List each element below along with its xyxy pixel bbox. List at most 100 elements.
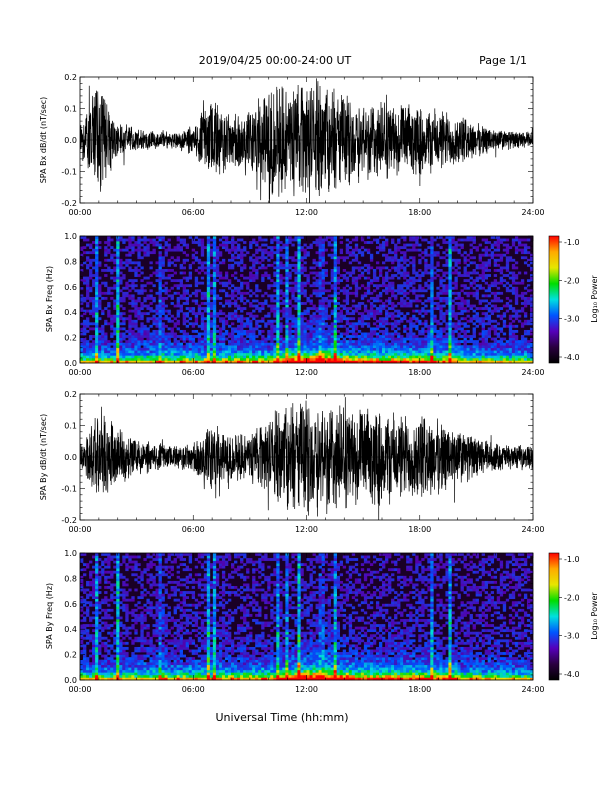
spectrogram-cell (451, 281, 455, 285)
spectrogram-cell (520, 307, 525, 310)
spectrogram-cell (297, 241, 301, 244)
spectrogram-cell (400, 347, 404, 351)
spectrogram-cell (273, 246, 277, 249)
spectrogram-cell (288, 342, 292, 346)
spectrogram-cell (403, 294, 407, 298)
spectrogram-cell (439, 312, 443, 316)
spectrogram-cell (436, 304, 440, 308)
spectrogram-cell (255, 319, 259, 323)
spectrogram-cell (382, 337, 386, 341)
spectrogram-cell (291, 357, 295, 361)
spectrogram-cell (291, 238, 295, 242)
spectrogram-cell (433, 342, 437, 346)
spectrogram-cell (158, 302, 162, 305)
spectrogram-cell (200, 263, 205, 267)
spectrogram-cell (472, 332, 476, 336)
spectrogram-cell (282, 314, 286, 318)
spectrogram-cell (351, 258, 356, 262)
spectrogram-cell (282, 357, 286, 361)
spectrogram-cell (161, 350, 165, 354)
spectrogram-cell (424, 319, 428, 323)
spectrogram-cell (475, 314, 479, 318)
spectrogram-cell (430, 324, 434, 328)
spectrogram-cell (255, 286, 259, 290)
spectrogram-cell (221, 241, 226, 244)
spectrogram-cell (478, 342, 482, 346)
spectrogram-cell (318, 357, 322, 361)
spectrogram-cell (442, 360, 446, 364)
spectrogram-cell (487, 241, 492, 244)
spectrogram-cell (86, 281, 90, 285)
spectrogram-cell (285, 302, 289, 305)
spectrogram-cell (273, 284, 277, 288)
spectrogram-cell (300, 291, 304, 295)
spectrogram-cell (291, 263, 295, 267)
spectrogram-cell (448, 317, 452, 321)
spectrogram-cell (345, 350, 350, 354)
spectrogram-cell (336, 329, 341, 333)
spectrogram-cell (246, 329, 250, 333)
spectrogram-cell (261, 347, 265, 351)
spectrogram-cell (336, 340, 341, 343)
spectrogram-cell (92, 274, 96, 277)
spectrogram-cell (339, 314, 344, 318)
spectrogram-cell (146, 342, 150, 346)
spectrogram-cell (508, 276, 513, 280)
spectrogram-cell (104, 269, 108, 272)
spectrogram-cell (436, 332, 440, 336)
spectrogram-cell (200, 340, 205, 343)
spectrogram-cell (475, 294, 479, 298)
spectrogram-cell (463, 355, 467, 359)
spectrogram-cell (224, 236, 229, 239)
spectrogram-cell (385, 253, 389, 257)
spectrogram-cell (354, 248, 359, 252)
spectrogram-cell (493, 284, 498, 288)
spectrogram-cell (421, 271, 425, 275)
spectrogram-cell (445, 253, 449, 257)
page-title: 2019/04/25 00:00-24:00 UT (199, 54, 352, 67)
spectrogram-cell (523, 352, 528, 356)
spectrogram-cell (529, 322, 534, 326)
spectrogram-cell (300, 327, 304, 331)
spectrogram-cell (487, 329, 492, 333)
spectrogram-cell (388, 337, 392, 341)
spectrogram-cell (345, 340, 350, 343)
spectrogram-cell (110, 347, 114, 351)
spectrogram-cell (336, 269, 341, 272)
spectrogram-cell (209, 238, 214, 242)
spectrogram-cell (215, 335, 220, 338)
spectrogram-cell (415, 274, 419, 277)
spectrogram-cell (357, 312, 362, 316)
spectrogram-cell (454, 246, 458, 249)
spectrogram-cell (119, 238, 123, 242)
spectrogram-cell (128, 238, 132, 242)
spectrogram-cell (261, 294, 265, 298)
spectrogram-cell (421, 332, 425, 336)
spectrogram-cell (146, 360, 150, 364)
spectrogram-cell (288, 322, 292, 326)
spectrogram-cell (276, 289, 280, 293)
spectrogram-cell (206, 329, 211, 333)
spectrogram-cell (234, 261, 238, 265)
spectrogram-cell (128, 258, 132, 262)
spectrogram-cell (104, 253, 108, 257)
spectrogram-cell (276, 350, 280, 354)
spectrogram-cell (285, 269, 289, 272)
spectrogram-cell (140, 302, 144, 305)
spectrogram-cell (240, 258, 244, 262)
spectrogram-cell (354, 324, 359, 328)
spectrogram-cell (348, 345, 353, 349)
spectrogram-cell (194, 322, 199, 326)
spectrogram-cell (309, 345, 313, 349)
spectrogram-cell (294, 350, 298, 354)
spectrogram-cell (95, 274, 99, 277)
spectrogram-cell (246, 342, 250, 346)
spectrogram-cell (194, 319, 199, 323)
spectrogram-cell (285, 256, 289, 260)
spectrogram-cell (427, 345, 431, 349)
spectrogram-cell (215, 357, 220, 361)
spectrogram-cell (267, 274, 271, 277)
spectrogram-cell (382, 319, 386, 323)
spectrogram-cell (89, 309, 93, 313)
spectrogram-cell (131, 281, 135, 285)
